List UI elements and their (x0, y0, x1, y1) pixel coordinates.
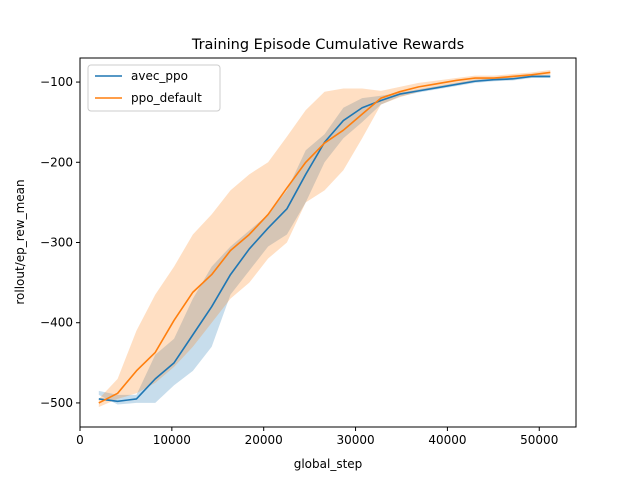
y-tick-label: −200 (40, 155, 73, 169)
confidence-bands (98, 70, 551, 407)
x-tick-label: 0 (76, 433, 84, 447)
band-avec_ppo (98, 74, 551, 405)
x-tick-label: 30000 (336, 433, 374, 447)
x-tick-label: 40000 (428, 433, 466, 447)
x-axis-label: global_step (294, 457, 363, 471)
chart-title: Training Episode Cumulative Rewards (191, 37, 464, 53)
x-tick-label: 50000 (520, 433, 558, 447)
y-tick-label: −100 (40, 75, 73, 89)
legend-label-ppo_default: ppo_default (131, 91, 202, 105)
x-tick-label: 10000 (153, 433, 191, 447)
legend: avec_ppo ppo_default (87, 64, 221, 112)
x-axis-ticks: 0 10000 20000 30000 40000 50000 (76, 427, 558, 447)
y-tick-label: −400 (40, 316, 73, 330)
series-lines (98, 71, 551, 404)
legend-label-avec_ppo: avec_ppo (131, 69, 188, 83)
y-tick-label: −500 (40, 396, 73, 410)
line-ppo_default (98, 71, 551, 404)
x-tick-label: 20000 (245, 433, 283, 447)
y-axis-ticks: −500 −400 −300 −200 −100 (40, 75, 80, 410)
band-ppo_default (98, 70, 551, 407)
y-axis-label: rollout/ep_rew_mean (13, 179, 27, 304)
y-tick-label: −300 (40, 236, 73, 250)
